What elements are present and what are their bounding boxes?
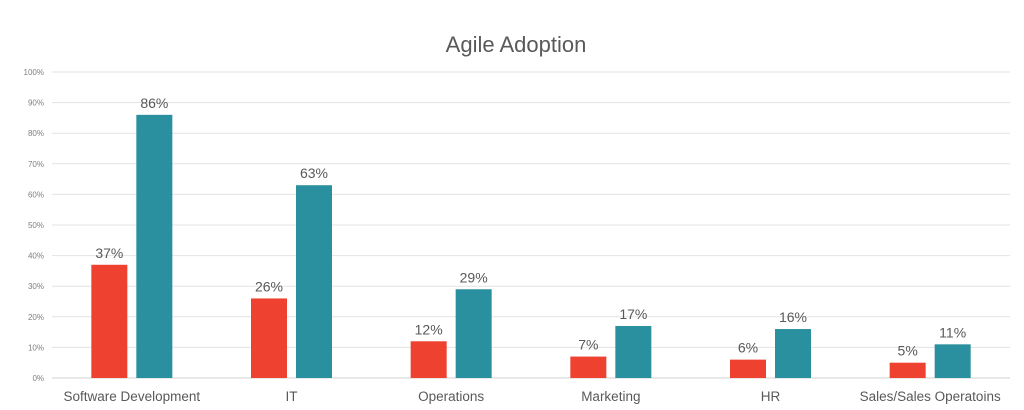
bar (889, 362, 926, 378)
data-label: 86% (140, 95, 168, 111)
y-tick-label: 0% (32, 374, 44, 383)
bar (455, 289, 492, 378)
x-category-label: Sales/Sales Operatoins (860, 389, 1001, 404)
y-tick-label: 90% (28, 99, 44, 108)
y-tick-label: 100% (24, 68, 44, 77)
bar (775, 329, 811, 378)
x-category-label: Marketing (581, 389, 640, 404)
y-tick-label: 20% (28, 313, 44, 322)
data-label: 29% (460, 269, 488, 285)
bar (615, 325, 652, 378)
data-label: 7% (578, 337, 598, 353)
bar (934, 344, 971, 378)
y-tick-label: 60% (28, 190, 44, 199)
y-tick-label: 50% (28, 221, 44, 230)
bar (91, 264, 128, 378)
bar (251, 298, 287, 378)
y-tick-label: 30% (28, 282, 44, 291)
data-label: 26% (255, 278, 283, 294)
bar (296, 185, 332, 378)
x-category-label: HR (761, 389, 781, 404)
bar (730, 359, 766, 378)
x-category-label: IT (286, 389, 298, 404)
y-tick-label: 80% (28, 129, 44, 138)
data-label: 37% (95, 245, 123, 261)
data-label: 6% (738, 340, 758, 356)
y-tick-label: 40% (28, 252, 44, 261)
data-label: 12% (415, 321, 443, 337)
data-label: 11% (939, 324, 966, 340)
chart-title: Agile Adoption (446, 32, 587, 57)
y-tick-label: 70% (28, 160, 44, 169)
data-label: 5% (898, 343, 918, 359)
y-tick-label: 10% (28, 343, 44, 352)
bar (570, 356, 607, 378)
bar (410, 341, 447, 378)
bar (136, 114, 173, 378)
data-label: 63% (300, 165, 328, 181)
data-label: 16% (779, 309, 807, 325)
data-label: 17% (619, 306, 647, 322)
x-category-label: Operations (418, 389, 484, 404)
x-category-label: Software Development (64, 389, 201, 404)
